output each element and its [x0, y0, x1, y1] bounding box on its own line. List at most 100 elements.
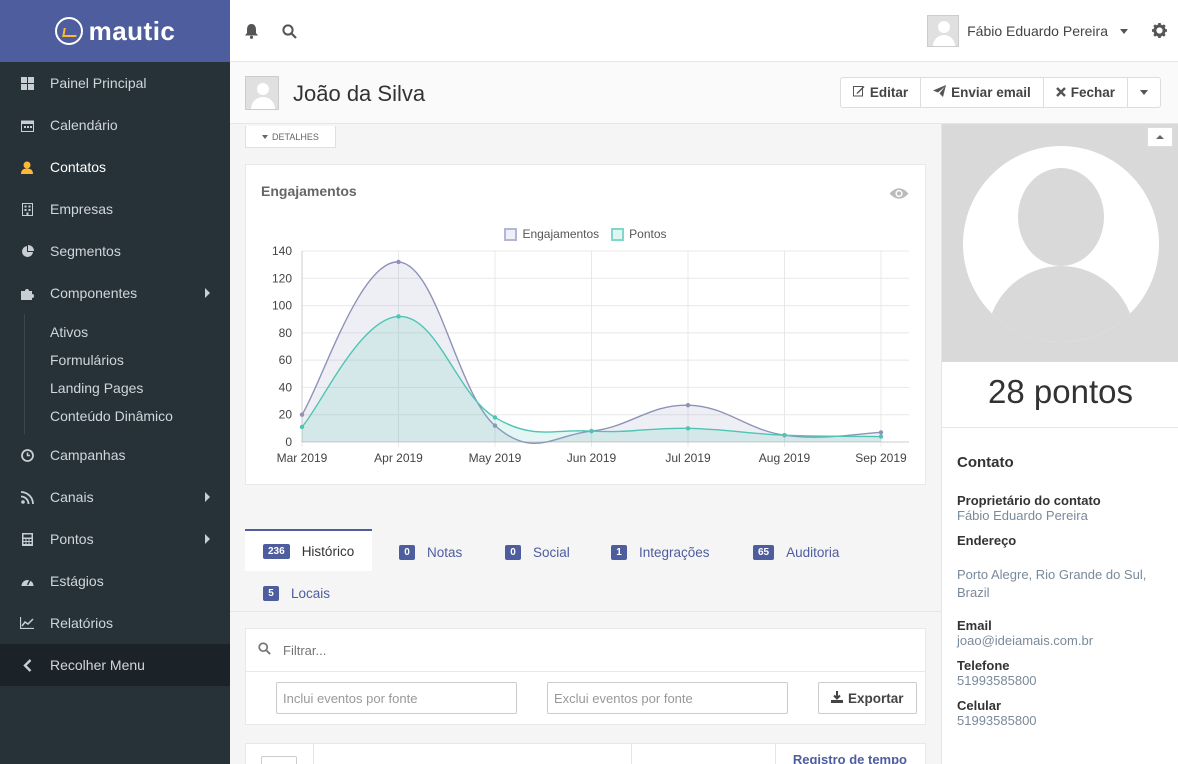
data-point — [492, 415, 498, 420]
sidebar-item-campaigns[interactable]: Campanhas — [0, 434, 230, 476]
tab-audit[interactable]: 65 Auditoria — [735, 531, 857, 573]
chevron-down-icon — [1120, 28, 1128, 34]
mobile-value: 51993585800 — [957, 713, 1037, 728]
sidebar-subitem-landing-pages[interactable]: Landing Pages — [50, 380, 144, 396]
sidebar-item-components[interactable]: Componentes — [0, 272, 230, 314]
tab-integrations[interactable]: 1 Integrações — [593, 531, 728, 573]
line-chart-icon — [20, 616, 34, 630]
components-subnav: Ativos Formulários Landing Pages Conteúd… — [0, 314, 230, 434]
data-point — [396, 314, 401, 319]
export-button[interactable]: Exportar — [818, 682, 917, 714]
search-icon[interactable] — [280, 22, 298, 40]
close-button-label: Fechar — [1070, 85, 1115, 100]
sidebar-item-contacts[interactable]: Contatos — [0, 146, 230, 188]
contact-details: Contato Proprietário do contato Fábio Ed… — [957, 454, 1167, 728]
data-point — [589, 428, 594, 434]
tab-badge: 0 — [505, 544, 521, 560]
sidebar-item-dashboard[interactable]: Painel Principal — [0, 62, 230, 104]
email-label: Email — [957, 618, 992, 633]
column-header-timestamp[interactable]: Registro de tempo — [792, 752, 907, 764]
building-icon — [20, 202, 34, 216]
sidebar-item-stages[interactable]: Estágios — [0, 560, 230, 602]
sidebar-item-calendar[interactable]: Calendário — [0, 104, 230, 146]
y-tick-label: 20 — [279, 408, 293, 422]
divider — [230, 611, 941, 612]
send-email-label: Enviar email — [951, 85, 1031, 100]
sidebar-item-channels[interactable]: Canais — [0, 476, 230, 518]
chevron-right-icon — [205, 492, 210, 502]
tab-label: Notas — [427, 544, 463, 560]
x-tick-label: Sep 2019 — [855, 451, 907, 465]
sidebar-subitem-forms[interactable]: Formulários — [50, 352, 124, 368]
avatar-head — [1018, 168, 1104, 266]
rss-icon — [20, 490, 34, 504]
data-point — [396, 259, 401, 265]
tab-locations[interactable]: 5 Locais — [245, 572, 348, 614]
user-menu[interactable]: Fábio Eduardo Pereira — [927, 15, 1128, 47]
data-point — [878, 430, 884, 435]
tab-label: Auditoria — [786, 544, 840, 560]
x-tick-label: Mar 2019 — [277, 451, 328, 465]
eye-icon[interactable] — [889, 187, 909, 200]
sidebar-item-label: Calendário — [50, 117, 118, 133]
collapse-panel-button[interactable] — [1147, 127, 1173, 147]
toggle-button[interactable] — [261, 756, 297, 764]
gear-icon[interactable] — [1150, 21, 1168, 39]
sidebar: mautic Painel Principal Calendário Conta… — [0, 0, 230, 764]
section-title: Contato — [957, 454, 1014, 471]
brand[interactable]: mautic — [0, 0, 230, 62]
edit-button[interactable]: Editar — [841, 78, 922, 107]
sidebar-item-label: Estágios — [50, 573, 104, 589]
more-actions-button[interactable] — [1128, 78, 1160, 107]
details-toggle[interactable]: DETALHES — [245, 126, 336, 148]
chevron-right-icon — [205, 288, 210, 298]
data-point — [782, 432, 787, 438]
owner-label: Proprietário do contato — [957, 493, 1101, 508]
chevron-right-icon — [205, 534, 210, 544]
tab-history[interactable]: 236 Histórico — [245, 529, 373, 571]
pie-chart-icon — [20, 244, 34, 258]
sidebar-item-label: Componentes — [50, 285, 138, 301]
brand-name: mautic — [88, 15, 176, 46]
tab-notes[interactable]: 0 Notas — [381, 531, 480, 573]
x-tick-label: Aug 2019 — [759, 451, 811, 465]
tab-social[interactable]: 0 Social — [487, 531, 588, 573]
owner-value: Fábio Eduardo Pereira — [957, 508, 1088, 523]
avatar-body — [987, 266, 1135, 342]
sidebar-item-points[interactable]: Pontos — [0, 518, 230, 560]
close-button[interactable]: Fechar — [1044, 78, 1128, 107]
panel-title: Engajamentos — [261, 183, 357, 199]
sidebar-subitem-dynamic-content[interactable]: Conteúdo Dinâmico — [50, 408, 173, 424]
send-email-button[interactable]: Enviar email — [921, 78, 1044, 107]
page-title: João da Silva — [293, 81, 426, 106]
chevron-down-icon — [1140, 90, 1148, 95]
y-tick-label: 0 — [285, 435, 292, 449]
collapse-menu-button[interactable]: Recolher Menu — [0, 644, 230, 686]
sidebar-item-segments[interactable]: Segmentos — [0, 230, 230, 272]
data-point — [299, 424, 305, 430]
address-label: Endereço — [957, 533, 1017, 548]
column-separator — [313, 744, 314, 764]
sidebar-item-label: Painel Principal — [50, 75, 147, 91]
tab-label: Social — [533, 544, 570, 560]
legend-item-engagements[interactable]: Engajamentos — [504, 227, 599, 241]
contact-tabs: 236 Histórico 0 Notas 0 Social 1 Integra… — [245, 529, 941, 611]
legend-item-points[interactable]: Pontos — [611, 227, 667, 241]
sidebar-item-companies[interactable]: Empresas — [0, 188, 230, 230]
bell-icon[interactable] — [242, 22, 260, 40]
tab-badge: 0 — [399, 544, 415, 560]
edit-icon — [852, 85, 865, 100]
exclude-events-select[interactable]: Exclui eventos por fonte — [547, 682, 788, 714]
legend-swatch — [504, 227, 518, 241]
paper-plane-icon — [933, 85, 947, 100]
include-events-select[interactable]: Inclui eventos por fonte — [276, 682, 517, 714]
sidebar-subitem-assets[interactable]: Ativos — [50, 324, 89, 340]
data-point — [685, 426, 691, 431]
email-value[interactable]: joao@ideiamais.com.br — [957, 633, 1094, 648]
legend-label: Engajamentos — [522, 227, 600, 241]
sidebar-item-reports[interactable]: Relatórios — [0, 602, 230, 644]
contact-sidebar: 28 pontos Contato Proprietário do contat… — [941, 124, 1178, 764]
y-tick-label: 60 — [279, 353, 293, 367]
filter-input[interactable] — [283, 642, 583, 658]
tab-badge: 65 — [753, 544, 775, 560]
